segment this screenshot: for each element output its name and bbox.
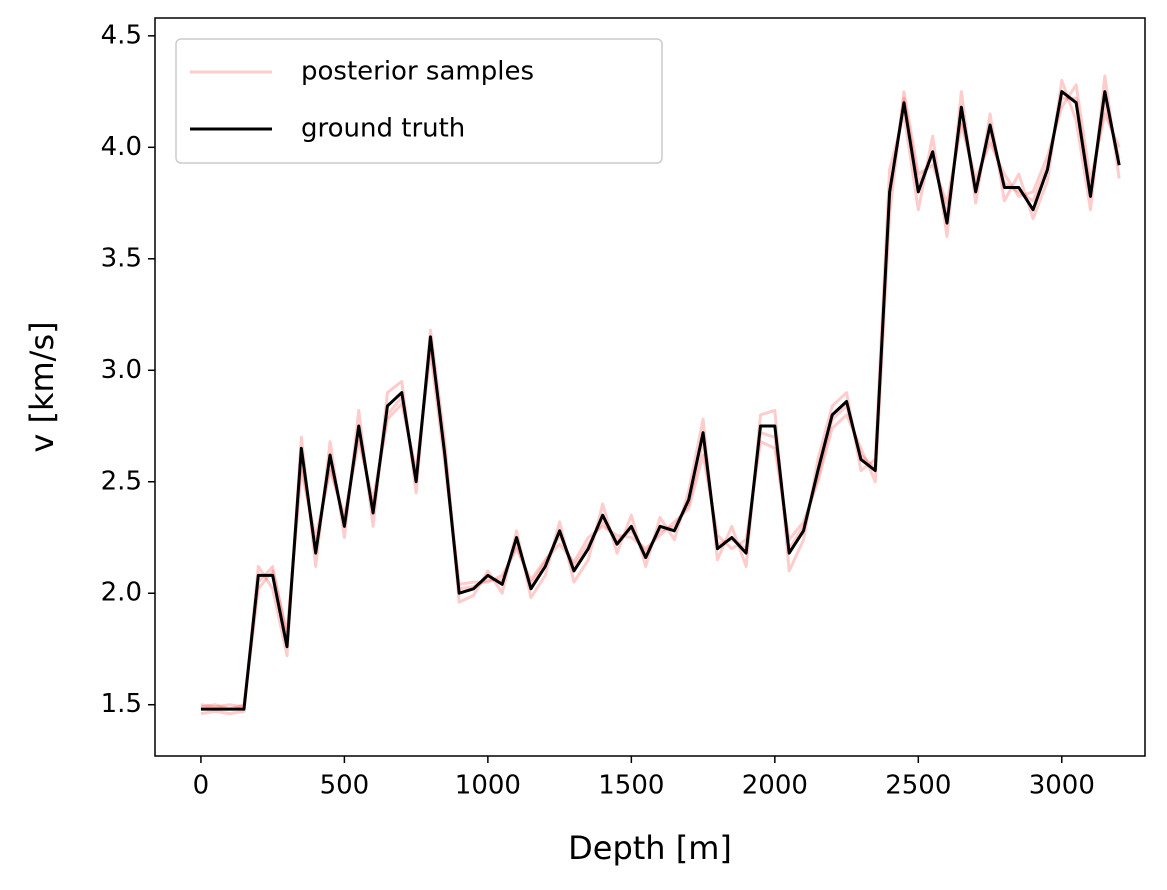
y-tick-label: 2.0 <box>101 578 142 608</box>
legend-label: ground truth <box>301 114 465 144</box>
posterior-sample-line <box>200 83 1121 709</box>
y-axis-label: v [km/s] <box>23 321 61 452</box>
x-tick-label: 3000 <box>1029 771 1095 801</box>
y-tick-label: 1.5 <box>101 689 142 719</box>
posterior-sample-line <box>200 96 1121 711</box>
ground-truth-line <box>200 90 1121 711</box>
x-tick-label: 2000 <box>742 771 808 801</box>
x-tick-label: 2500 <box>885 771 951 801</box>
x-tick-label: 500 <box>320 771 370 801</box>
x-tick-label: 0 <box>193 771 210 801</box>
x-tick-label: 1000 <box>455 771 521 801</box>
plot-frame <box>154 17 1146 757</box>
x-tick-label: 1500 <box>598 771 664 801</box>
y-tick-label: 4.0 <box>101 132 142 162</box>
y-tick-label: 2.5 <box>101 466 142 496</box>
legend-box <box>175 38 663 164</box>
y-tick-label: 3.0 <box>101 355 142 385</box>
legend-label: posterior samples <box>301 57 534 87</box>
y-tick-label: 3.5 <box>101 243 142 273</box>
y-tick-label: 4.5 <box>101 20 142 50</box>
x-axis-label: Depth [m] <box>568 829 732 867</box>
